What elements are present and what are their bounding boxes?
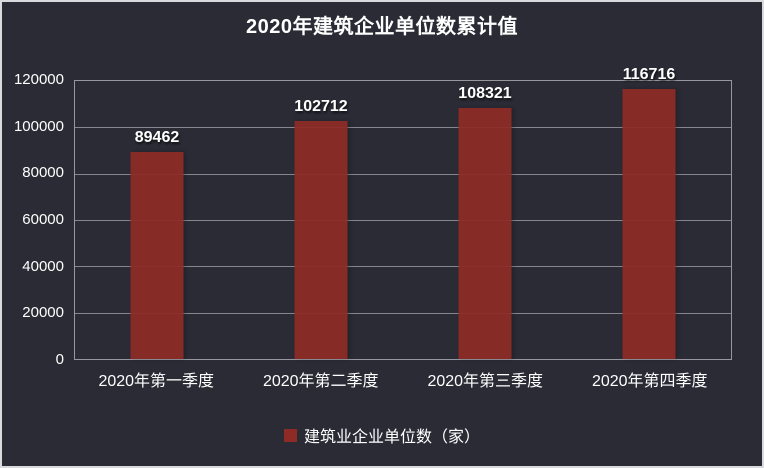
gridline bbox=[75, 127, 731, 129]
legend-label: 建筑业企业单位数（家） bbox=[303, 429, 480, 446]
gridline bbox=[75, 266, 731, 268]
x-axis: 2020年第一季度 2020年第二季度 2020年第三季度 2020年第四季度 bbox=[74, 369, 732, 395]
gridline bbox=[75, 312, 731, 314]
y-axis-tick-label: 80000 bbox=[22, 164, 64, 182]
y-axis-tick-label: 100000 bbox=[13, 117, 64, 135]
bar[interactable] bbox=[458, 108, 512, 359]
plot-area: 89462 102712 108321 116716 bbox=[74, 66, 732, 360]
bar-value-label: 108321 bbox=[458, 85, 512, 103]
x-axis-category-label: 2020年第四季度 bbox=[591, 373, 708, 390]
y-axis-tick-label: 0 bbox=[55, 351, 64, 368]
legend[interactable]: 建筑业企业单位数（家） bbox=[2, 423, 762, 447]
x-axis-category-label: 2020年第三季度 bbox=[427, 373, 544, 390]
bar[interactable] bbox=[622, 88, 676, 359]
x-axis-category-label: 2020年第一季度 bbox=[98, 373, 215, 390]
gridline bbox=[75, 173, 731, 175]
gridline bbox=[75, 220, 731, 221]
bar[interactable] bbox=[294, 121, 348, 359]
y-axis-tick-label: 20000 bbox=[22, 304, 64, 322]
legend-square-icon bbox=[283, 428, 297, 442]
chart-title: 2020年建筑企业单位数累计值 bbox=[246, 16, 518, 38]
bar-value-label: 102712 bbox=[294, 98, 348, 116]
y-axis-tick-label: 60000 bbox=[22, 211, 64, 228]
y-axis-tick-label: 120000 bbox=[13, 71, 64, 88]
x-axis-category-label: 2020年第二季度 bbox=[262, 373, 379, 390]
bar[interactable] bbox=[130, 151, 184, 359]
y-axis: 0 20000 40000 60000 80000 100000 120000 bbox=[2, 71, 64, 368]
y-axis-tick-label: 40000 bbox=[22, 257, 64, 275]
bar-value-label: 116716 bbox=[622, 65, 676, 83]
bar-value-label: 89462 bbox=[134, 128, 180, 146]
